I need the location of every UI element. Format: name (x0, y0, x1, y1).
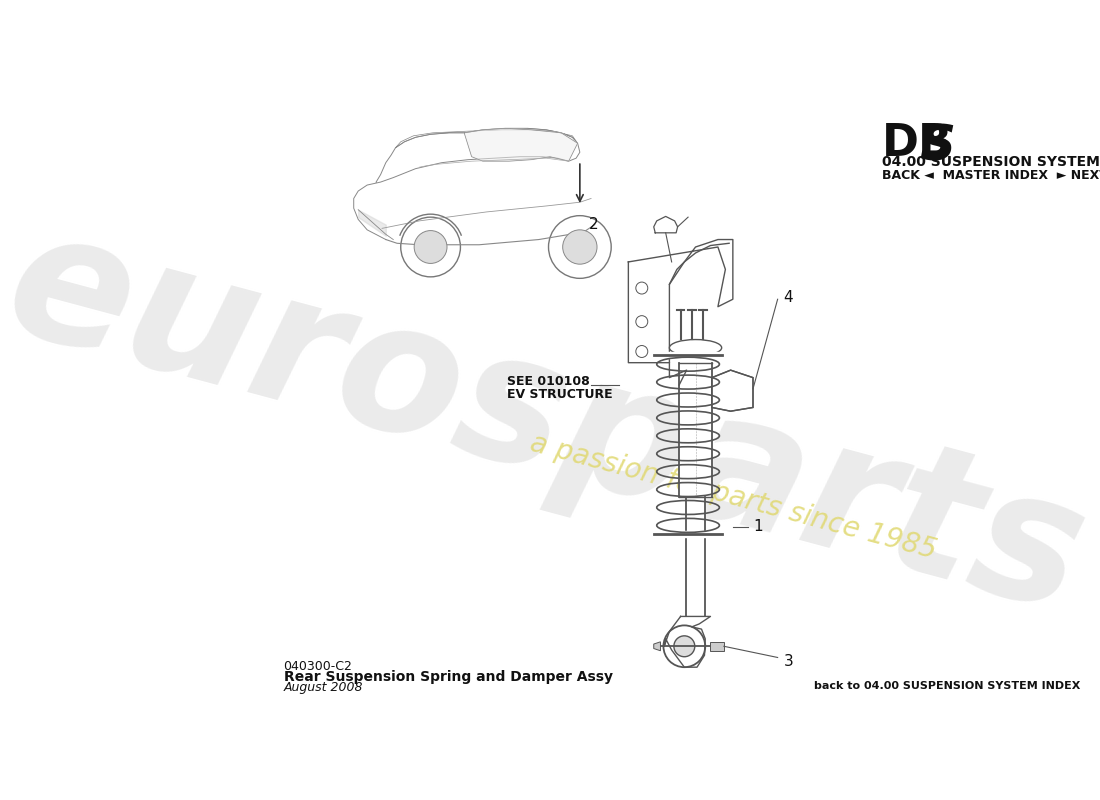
Text: Rear Suspension Spring and Damper Assy: Rear Suspension Spring and Damper Assy (284, 670, 613, 684)
Text: August 2008: August 2008 (284, 682, 363, 694)
Circle shape (415, 230, 447, 263)
Polygon shape (654, 352, 722, 358)
Text: eurosparts: eurosparts (0, 194, 1100, 650)
Text: 4: 4 (783, 290, 793, 305)
Ellipse shape (670, 339, 722, 356)
Text: back to 04.00 SUSPENSION SYSTEM INDEX: back to 04.00 SUSPENSION SYSTEM INDEX (814, 682, 1080, 691)
Polygon shape (653, 642, 660, 650)
Circle shape (549, 216, 612, 278)
Text: EV STRUCTURE: EV STRUCTURE (507, 387, 613, 401)
Text: 040300-C2: 040300-C2 (284, 660, 352, 673)
Text: 2: 2 (588, 217, 598, 232)
Polygon shape (628, 239, 733, 362)
Polygon shape (653, 217, 678, 233)
Polygon shape (464, 128, 578, 161)
Circle shape (663, 626, 705, 667)
Polygon shape (685, 497, 705, 617)
Text: SEE 010108: SEE 010108 (507, 375, 591, 388)
Polygon shape (664, 617, 711, 667)
Text: S: S (920, 122, 956, 170)
Text: 3: 3 (783, 654, 793, 669)
Text: BACK ◄  MASTER INDEX  ► NEXT: BACK ◄ MASTER INDEX ► NEXT (882, 169, 1100, 182)
Text: DB: DB (882, 122, 953, 166)
Text: a passion for parts since 1985: a passion for parts since 1985 (527, 429, 939, 565)
Text: 1: 1 (754, 519, 763, 534)
Text: 04.00 SUSPENSION SYSTEM: 04.00 SUSPENSION SYSTEM (882, 155, 1100, 170)
Circle shape (400, 217, 461, 277)
Polygon shape (396, 128, 578, 148)
FancyBboxPatch shape (711, 642, 724, 650)
Polygon shape (712, 370, 754, 411)
Circle shape (563, 230, 597, 264)
Circle shape (674, 636, 695, 657)
Polygon shape (654, 531, 722, 538)
Polygon shape (679, 362, 712, 497)
